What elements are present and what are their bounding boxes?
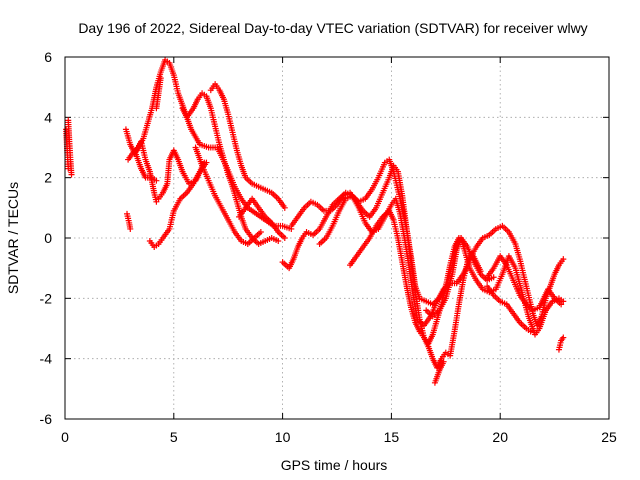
y-tick-label: 4 <box>44 109 52 125</box>
data-point <box>275 238 282 245</box>
data-point <box>558 301 565 308</box>
x-tick-label: 5 <box>170 429 178 445</box>
data-point <box>281 235 288 241</box>
x-tick-label: 0 <box>61 429 69 445</box>
y-tick-label: 0 <box>44 230 52 246</box>
data-point <box>477 268 484 275</box>
data-point <box>127 225 134 232</box>
y-tick-label: 6 <box>44 49 52 65</box>
data-point <box>153 198 160 205</box>
data-point <box>440 358 447 365</box>
y-tick-label: 2 <box>44 170 52 186</box>
data-point <box>560 256 567 263</box>
data-point <box>281 204 288 211</box>
grid <box>65 57 609 419</box>
data-point <box>490 274 497 281</box>
y-tick-label: -2 <box>40 290 53 306</box>
x-tick-label: 20 <box>492 429 508 445</box>
y-tick-label: -4 <box>40 351 53 367</box>
x-tick-label: 10 <box>275 429 291 445</box>
y-axis-label: SDTVAR / TECUs <box>5 182 21 294</box>
data-point <box>153 177 160 184</box>
data-point <box>201 159 208 166</box>
chart-title: Day 196 of 2022, Sidereal Day-to-day VTE… <box>78 20 587 36</box>
data-point <box>527 328 534 335</box>
x-tick-label: 15 <box>384 429 400 445</box>
x-axis-label: GPS time / hours <box>281 457 388 473</box>
data-point <box>257 228 264 235</box>
data-points <box>63 57 567 386</box>
plot-frame <box>64 56 610 420</box>
data-point <box>68 171 75 178</box>
axis-ticks: 0 5 10 15 20 25 -6 -4 -2 0 2 4 6 <box>40 49 617 445</box>
data-point <box>157 75 164 82</box>
data-point <box>65 165 72 172</box>
data-point <box>560 298 567 305</box>
x-tick-label: 25 <box>601 429 617 445</box>
y-tick-label: -6 <box>40 411 53 427</box>
data-point <box>560 334 567 341</box>
